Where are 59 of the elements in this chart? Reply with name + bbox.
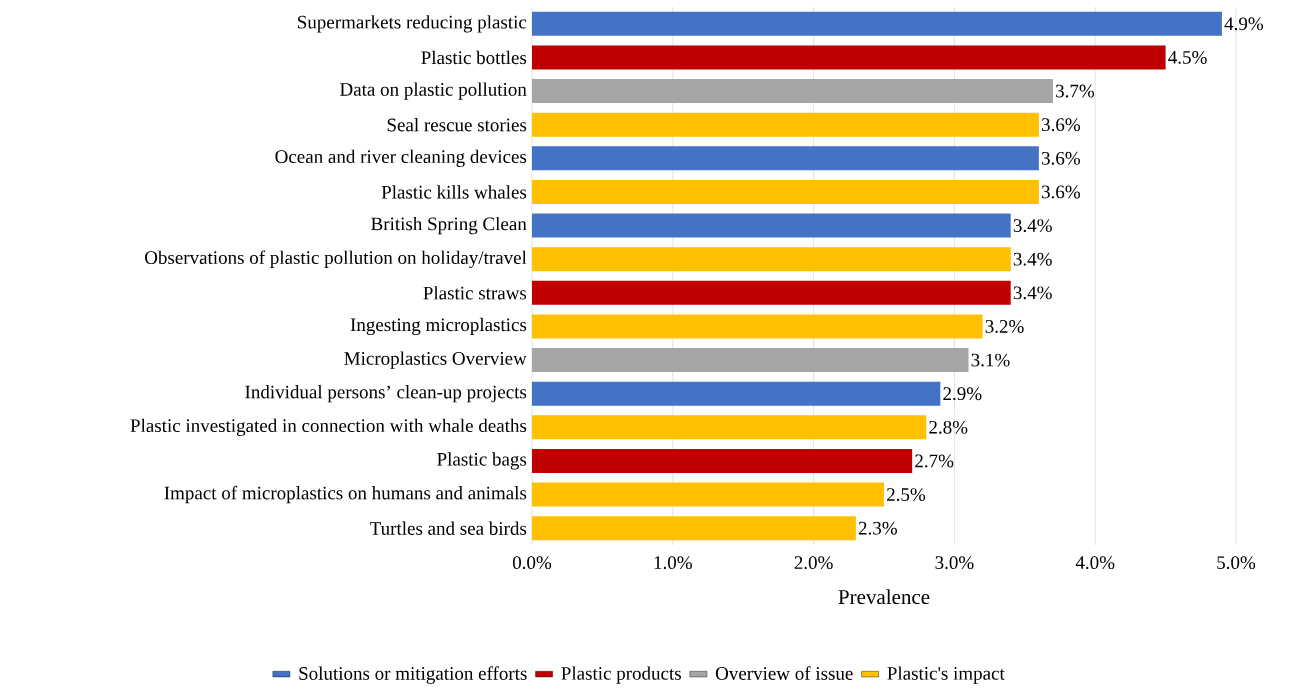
data-label: 3.6% — [1041, 118, 1080, 132]
data-label: 2.7% — [915, 454, 954, 468]
bar — [532, 45, 1166, 70]
data-label: 3.7% — [1056, 84, 1095, 98]
x-tick-label: 3.0% — [935, 556, 974, 570]
bar — [532, 179, 1039, 204]
y-tick-label: Turtles and sea birds — [370, 521, 527, 535]
y-tick-label: Plastic kills whales — [381, 185, 527, 199]
bar — [532, 482, 884, 507]
data-label: 2.8% — [929, 420, 968, 434]
data-label: 3.2% — [985, 320, 1024, 333]
data-label: 2.5% — [887, 488, 926, 502]
bar — [532, 112, 1039, 137]
bar — [532, 381, 941, 406]
bar — [532, 213, 1011, 238]
data-label: 3.6% — [1041, 185, 1080, 199]
data-label: 3.1% — [971, 353, 1010, 367]
y-tick-label: Microplastics Overview — [344, 351, 527, 369]
y-tick-label: Plastic bottles — [421, 50, 527, 65]
data-label: 4.9% — [1224, 17, 1264, 31]
data-label: 3.4% — [1013, 286, 1052, 300]
bar — [532, 415, 927, 440]
data-label: 3.4% — [1013, 219, 1052, 233]
y-tick-label: Seal rescue stories — [387, 118, 527, 132]
y-tick-label: Plastic straws — [423, 286, 527, 300]
x-tick-label: 5.0% — [1217, 556, 1256, 570]
bar — [532, 314, 983, 339]
bar — [532, 11, 1222, 36]
x-tick-label: 4.0% — [1075, 556, 1115, 570]
data-label: 3.4% — [1013, 252, 1052, 266]
bar — [532, 516, 856, 541]
x-axis-title: Prevalence — [838, 589, 930, 605]
legend-label: Plastic's impact — [887, 666, 1005, 684]
y-tick-label: British Spring Clean — [371, 216, 527, 235]
x-tick-label: 2.0% — [794, 556, 833, 570]
y-tick-label: Observations of plastic pollution on holiday/travel — [145, 250, 527, 268]
legend-label: Plastic products — [561, 666, 681, 684]
bar — [532, 247, 1011, 272]
bar — [532, 348, 969, 373]
legend-label: Overview of issue — [715, 666, 853, 680]
bar — [532, 448, 913, 473]
y-tick-label: Ingesting microplastics — [350, 317, 527, 336]
bar — [532, 146, 1039, 171]
bar — [532, 79, 1053, 104]
legend-label: Solutions or mitigation efforts — [299, 666, 527, 684]
y-tick-label: Supermarkets reducing plastic — [298, 15, 527, 33]
y-tick-label: Impact of microplastics on humans and animals — [164, 485, 527, 504]
y-tick-label: Data on plastic pollution — [340, 82, 527, 100]
y-tick-label: Plastic investigated in connection with whale deaths — [130, 418, 527, 436]
data-label: 4.5% — [1168, 51, 1207, 64]
data-label: 2.3% — [858, 521, 897, 535]
data-label: 2.9% — [943, 387, 982, 401]
bar — [532, 280, 1011, 305]
y-tick-label: Ocean and river cleaning devices — [275, 149, 527, 167]
data-label: 3.6% — [1041, 151, 1080, 165]
x-tick-label: 0.0% — [512, 556, 552, 570]
x-tick-label: 1.0% — [654, 556, 692, 570]
y-tick-label: Plastic bags — [437, 452, 527, 470]
y-tick-label: Individual persons’ clean-up projects — [245, 385, 527, 403]
